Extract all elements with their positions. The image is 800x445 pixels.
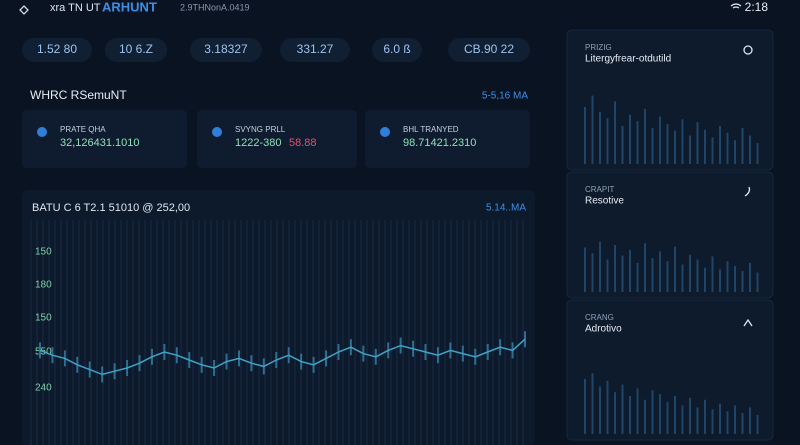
panel-label: PRIZIG — [585, 43, 612, 52]
section-title: WHRC RSemuNT — [30, 88, 127, 102]
card-icon — [37, 127, 47, 137]
axis-label: 180 — [35, 280, 52, 291]
card-value: 32,126431.1010 — [60, 137, 140, 149]
stat-value: CB.90 22 — [464, 42, 514, 56]
section-aside: 5-5,16 MA — [482, 91, 528, 102]
stat-pill — [190, 38, 262, 62]
axis-label: 240 — [35, 383, 52, 394]
card — [365, 110, 530, 168]
logo-icon — [19, 5, 29, 15]
panel-icon — [744, 186, 751, 197]
panel-label: CRANG — [585, 313, 614, 322]
stat-pill — [105, 38, 167, 62]
chart-stripes — [28, 220, 528, 445]
brand-strong: ARHUNT — [102, 0, 157, 14]
card-label: BHL TRANYED — [403, 125, 459, 134]
card — [197, 110, 357, 168]
stat-value: 3.18327 — [204, 42, 248, 56]
chart-aside: 5.14..MA — [486, 203, 526, 214]
card — [22, 110, 187, 168]
card-icon — [380, 127, 390, 137]
stat-pill — [448, 38, 530, 62]
stat-pill — [372, 38, 422, 62]
panel-icon — [743, 45, 753, 55]
panel-title: Resotive — [585, 196, 624, 207]
card-delta: 58.88 — [289, 137, 317, 149]
meta: 2.9THNonA.0419 — [180, 2, 250, 12]
axis-label: 150 — [35, 313, 52, 324]
stat-value: 6.0 ß — [383, 42, 410, 56]
clock: 2:18 — [745, 0, 769, 14]
stat-pill — [22, 38, 92, 62]
card-value: 98.71421.2310 — [403, 137, 476, 149]
chart-title: BATU C 6 T2.1 51010 @ 252,00 — [32, 202, 190, 214]
side-panel — [566, 29, 774, 171]
card-icon — [212, 127, 222, 137]
panel-icon — [743, 318, 753, 327]
panel-title: Litergyfrear-otdutild — [585, 54, 671, 65]
card-value: 1222-380 — [235, 137, 282, 149]
side-panel — [566, 299, 774, 441]
stat-value: 10 6.Z — [119, 42, 153, 56]
side-panel — [566, 171, 774, 299]
card-label: PRATE QHA — [60, 125, 106, 134]
chart-line — [39, 338, 526, 376]
axis-label: 150 — [35, 247, 52, 258]
panel-title: Adrotivo — [585, 324, 622, 335]
wifi-icon — [730, 3, 742, 9]
stat-pill — [280, 38, 350, 62]
stat-value: 331.27 — [297, 42, 334, 56]
card-label: SVYNG PRLL — [235, 125, 286, 134]
panel-label: CRAPIT — [585, 185, 614, 194]
stat-value: 1.52 80 — [37, 42, 77, 56]
brand: xra TN UT — [50, 2, 101, 14]
